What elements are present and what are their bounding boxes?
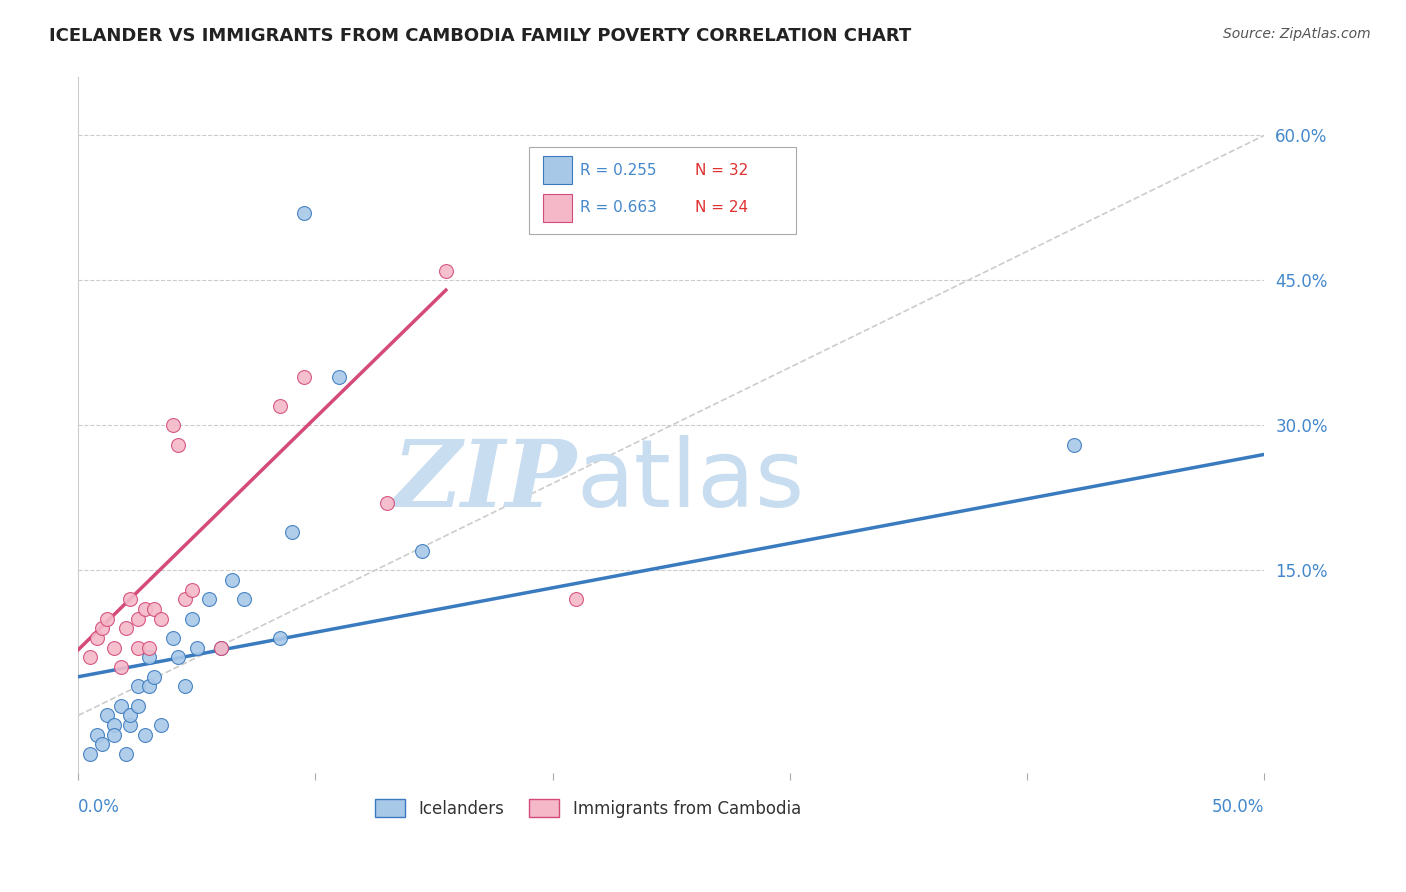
Point (174, 680, 197, 694)
Point (328, 370, 350, 384)
FancyBboxPatch shape (529, 147, 796, 234)
Point (197, 592, 219, 607)
Text: ZIP: ZIP (392, 436, 576, 526)
Point (233, 592, 256, 607)
Point (110, 660, 132, 674)
Point (79, 747, 101, 761)
Text: N = 32: N = 32 (695, 162, 748, 178)
Point (150, 718, 173, 732)
Point (174, 592, 197, 607)
Text: 0.0%: 0.0% (79, 797, 120, 815)
Point (138, 640, 160, 655)
Legend: Icelanders, Immigrants from Cambodia: Icelanders, Immigrants from Cambodia (368, 793, 808, 824)
Point (86, 728, 108, 742)
Point (292, 370, 315, 384)
Point (181, 612, 204, 626)
FancyBboxPatch shape (543, 156, 572, 184)
Text: R = 0.663: R = 0.663 (579, 200, 657, 215)
Point (143, 602, 166, 616)
Text: ICELANDER VS IMMIGRANTS FROM CAMBODIA FAMILY POVERTY CORRELATION CHART: ICELANDER VS IMMIGRANTS FROM CAMBODIA FA… (49, 27, 911, 45)
Point (86, 631, 108, 645)
Point (79, 650, 101, 665)
Point (1063, 438, 1085, 452)
Point (434, 264, 457, 278)
Point (134, 728, 156, 742)
Point (292, 206, 315, 220)
Point (103, 718, 125, 732)
Text: R = 0.255: R = 0.255 (579, 162, 657, 178)
Point (127, 698, 149, 713)
Point (221, 573, 243, 587)
Point (565, 592, 588, 607)
Point (91, 622, 114, 636)
Point (127, 612, 149, 626)
Point (138, 650, 160, 665)
Text: atlas: atlas (576, 435, 804, 527)
Point (269, 631, 291, 645)
Text: N = 24: N = 24 (695, 200, 748, 215)
Point (138, 680, 160, 694)
Point (103, 640, 125, 655)
Point (162, 418, 184, 433)
Point (127, 640, 149, 655)
Point (127, 680, 149, 694)
Point (96, 612, 118, 626)
Point (114, 747, 136, 761)
Point (120, 718, 142, 732)
Point (150, 612, 173, 626)
Point (167, 438, 190, 452)
Point (110, 698, 132, 713)
Point (96, 708, 118, 723)
Point (162, 631, 184, 645)
Point (280, 524, 302, 539)
Point (411, 544, 433, 558)
Point (209, 640, 232, 655)
Point (120, 592, 142, 607)
Point (186, 640, 208, 655)
Point (181, 582, 204, 597)
Point (91, 738, 114, 752)
Point (134, 602, 156, 616)
Point (269, 399, 291, 413)
Text: 50.0%: 50.0% (1212, 797, 1264, 815)
Text: Source: ZipAtlas.com: Source: ZipAtlas.com (1223, 27, 1371, 41)
Point (167, 650, 190, 665)
Point (103, 728, 125, 742)
Point (120, 708, 142, 723)
Point (375, 496, 398, 510)
Point (114, 622, 136, 636)
FancyBboxPatch shape (543, 194, 572, 221)
Point (143, 670, 166, 684)
Point (209, 640, 232, 655)
